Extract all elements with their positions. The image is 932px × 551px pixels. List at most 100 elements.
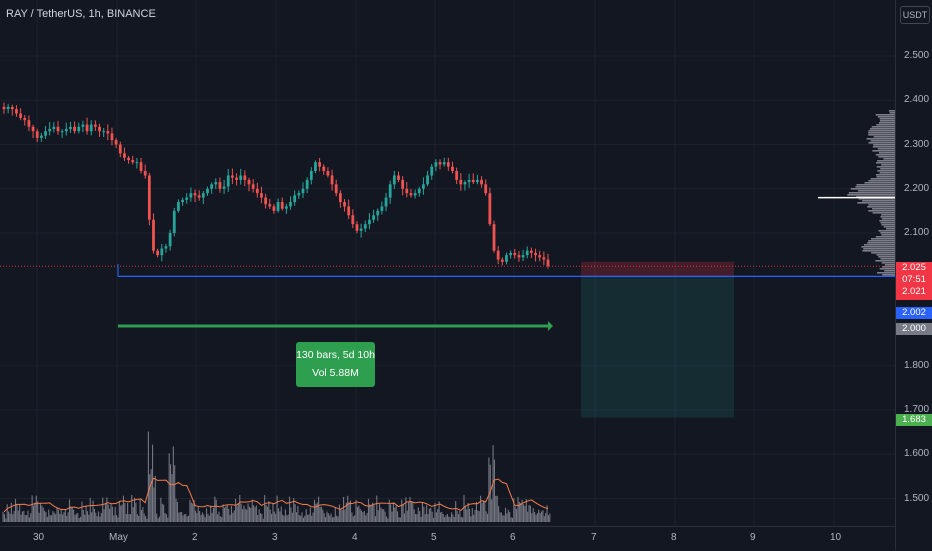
volume-bar [17,510,19,522]
volume-bar [405,497,407,522]
price-tick-label: 2.400 [904,94,930,106]
candle [147,175,151,220]
candle [268,204,272,207]
volume-bar [157,518,159,522]
volume-bar [182,515,184,522]
candle [529,250,533,253]
candle [451,166,454,172]
candle [6,106,10,110]
volume-bar [268,501,270,522]
volume-bar [489,464,491,522]
volume-bar [315,503,317,522]
volume-bar [374,516,376,522]
volume-bar [156,513,158,522]
volume-bar [50,515,53,522]
volume-bar [522,504,525,522]
candle [210,184,214,189]
volume-bar [297,505,299,522]
volume-bar [253,505,255,522]
volume-bar [414,513,417,522]
currency-button[interactable]: USDT [900,6,930,24]
volume-profile-row [871,238,895,240]
volume-bar [208,515,210,522]
volume-bar [233,510,235,522]
volume-bar [59,513,61,522]
volume-bar [345,502,347,522]
symbol-title[interactable]: RAY / TetherUS, 1h, BINANCE [6,8,156,20]
volume-bar [416,514,418,522]
volume-bar [164,513,166,522]
candle [305,179,309,189]
volume-bar [26,515,28,522]
volume-bar [502,515,504,522]
volume-bar [68,499,71,522]
volume-bar [235,498,237,522]
volume-bar [481,502,483,522]
candle [293,195,297,203]
volume-bar [149,474,151,522]
volume-bar [428,508,430,522]
volume-bar [237,503,239,522]
volume-profile-row [889,112,895,114]
volume-profile-row [872,150,895,152]
time-tick-label: 5 [431,532,437,543]
volume-bar [13,510,15,522]
volume-profile [818,110,895,276]
candle [172,210,176,233]
volume-bar [435,512,437,522]
candle [60,131,64,133]
volume-bar [534,511,536,522]
volume-bar [412,502,414,522]
stop-zone [581,261,734,277]
candlestick-chart[interactable] [0,0,895,526]
volume-bar [384,511,386,522]
volume-profile-row [881,214,895,216]
volume-bar [150,469,152,522]
volume-bar [308,514,310,522]
candle [243,175,247,180]
volume-bar [88,514,90,522]
volume-profile-row [882,266,895,268]
volume-bar [430,508,432,522]
volume-bar [511,517,513,522]
time-axis[interactable]: 30 May 2 3 4 5 6 7 8 9 10 [0,526,895,551]
volume-bar [506,513,508,522]
volume-bar [139,498,141,522]
volume-bar [484,500,486,522]
price-tick-label: 1.800 [904,359,930,371]
volume-profile-row [871,126,895,128]
candle [309,171,313,180]
price-axis[interactable]: USDT 2.500 2.400 2.300 2.200 2.100 1.800 1.700… [895,0,932,550]
volume-profile-row [868,134,895,136]
candle [405,188,409,194]
volume-bar [221,516,223,522]
volume-bar [291,512,293,522]
volume-bar [338,504,340,522]
volume-bar [251,499,253,522]
volume-bar [153,487,155,522]
volume-bar [82,509,84,522]
volume-bar [160,497,162,522]
volume-bar [301,512,303,522]
candle [89,124,93,132]
volume-profile-row [856,184,895,186]
volume-profile-row [888,110,895,112]
volume-profile-row [881,224,895,226]
chart-pane[interactable]: RAY / TetherUS, 1h, BINANCE 130 bars, 5d… [0,0,895,526]
candle [264,197,268,205]
volume-bar [265,504,267,522]
volume-bar [38,512,40,522]
volume-bar [365,515,367,522]
volume-bar [392,502,394,522]
candle [110,133,114,141]
volume-profile-row [876,176,895,178]
candle [368,219,371,225]
volume-profile-row [879,118,895,120]
volume-profile-row [883,226,895,228]
volume-bar [85,505,87,522]
time-tick-label: 6 [510,532,516,543]
volume-profile-row [881,234,895,236]
candle [226,175,230,187]
volume-bar [28,517,30,522]
volume-bar [142,507,144,522]
